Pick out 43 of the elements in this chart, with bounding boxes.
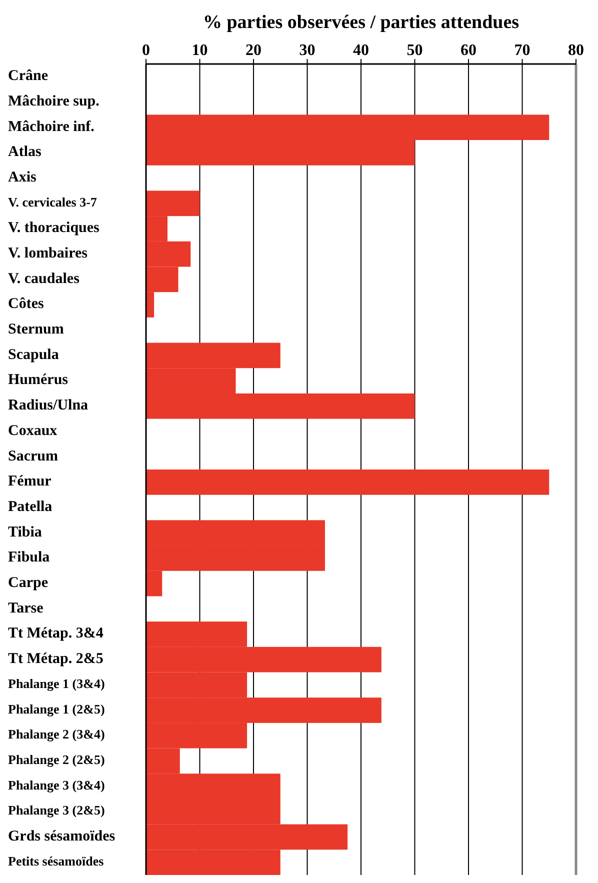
y-tick-label: Phalange 1 (2&5) (8, 701, 105, 716)
y-tick-label: Carpe (8, 574, 48, 591)
x-tick-label: 30 (299, 42, 316, 59)
y-tick-label: Mâchoire sup. (8, 93, 100, 110)
y-tick-label: Grds sésamoïdes (8, 828, 116, 844)
bar (146, 470, 550, 495)
y-tick-label: Phalange 2 (2&5) (8, 752, 105, 767)
y-tick-label: Côtes (8, 296, 44, 312)
y-tick-label: Tarse (8, 600, 44, 616)
y-tick-label: Humérus (8, 372, 68, 388)
y-tick-label: Scapula (8, 346, 60, 363)
y-tick-label: V. cervicales 3-7 (8, 194, 98, 210)
y-tick-label: Patella (8, 498, 53, 515)
x-tick-label: 0 (142, 42, 150, 59)
y-tick-label: V. thoraciques (8, 220, 100, 236)
y-tick-label: V. lombaires (8, 246, 88, 262)
x-tick-label: 40 (353, 42, 369, 59)
y-tick-label: Coxaux (8, 422, 58, 439)
y-tick-label: Mâchoire inf. (8, 118, 95, 135)
x-tick-label: 20 (246, 42, 262, 59)
y-tick-label: Phalange 3 (3&4) (8, 777, 105, 792)
y-tick-label: Fémur (8, 474, 52, 490)
y-tick-label: Tt Métap. 2&5 (8, 651, 104, 668)
y-tick-label: Atlas (8, 144, 42, 160)
y-tick-label: Phalange 3 (2&5) (8, 802, 105, 818)
x-tick-label: 60 (460, 42, 476, 59)
y-tick-label: Tibia (8, 524, 42, 540)
y-tick-label: Fibula (8, 550, 50, 566)
chart-title: % parties observées / parties attendues (202, 12, 520, 33)
y-tick-label: Radius/Ulna (8, 398, 89, 414)
y-tick-label: Phalange 1 (3&4) (8, 676, 105, 691)
y-tick-label: Phalange 2 (3&4) (8, 726, 105, 742)
y-tick-label: Sacrum (8, 448, 58, 464)
y-tick-label: Axis (8, 169, 36, 186)
y-tick-label: Petits sésamoïdes (8, 853, 104, 868)
x-tick-label: 80 (568, 42, 584, 59)
y-tick-label: Tt Métap. 3&4 (8, 626, 104, 642)
y-tick-label: V. caudales (8, 270, 80, 287)
x-tick-label: 70 (514, 42, 530, 59)
x-tick-label: 50 (406, 42, 423, 59)
x-tick-label: 10 (192, 42, 208, 59)
y-tick-label: Crâne (8, 68, 48, 84)
y-tick-label: Sternum (8, 322, 64, 338)
